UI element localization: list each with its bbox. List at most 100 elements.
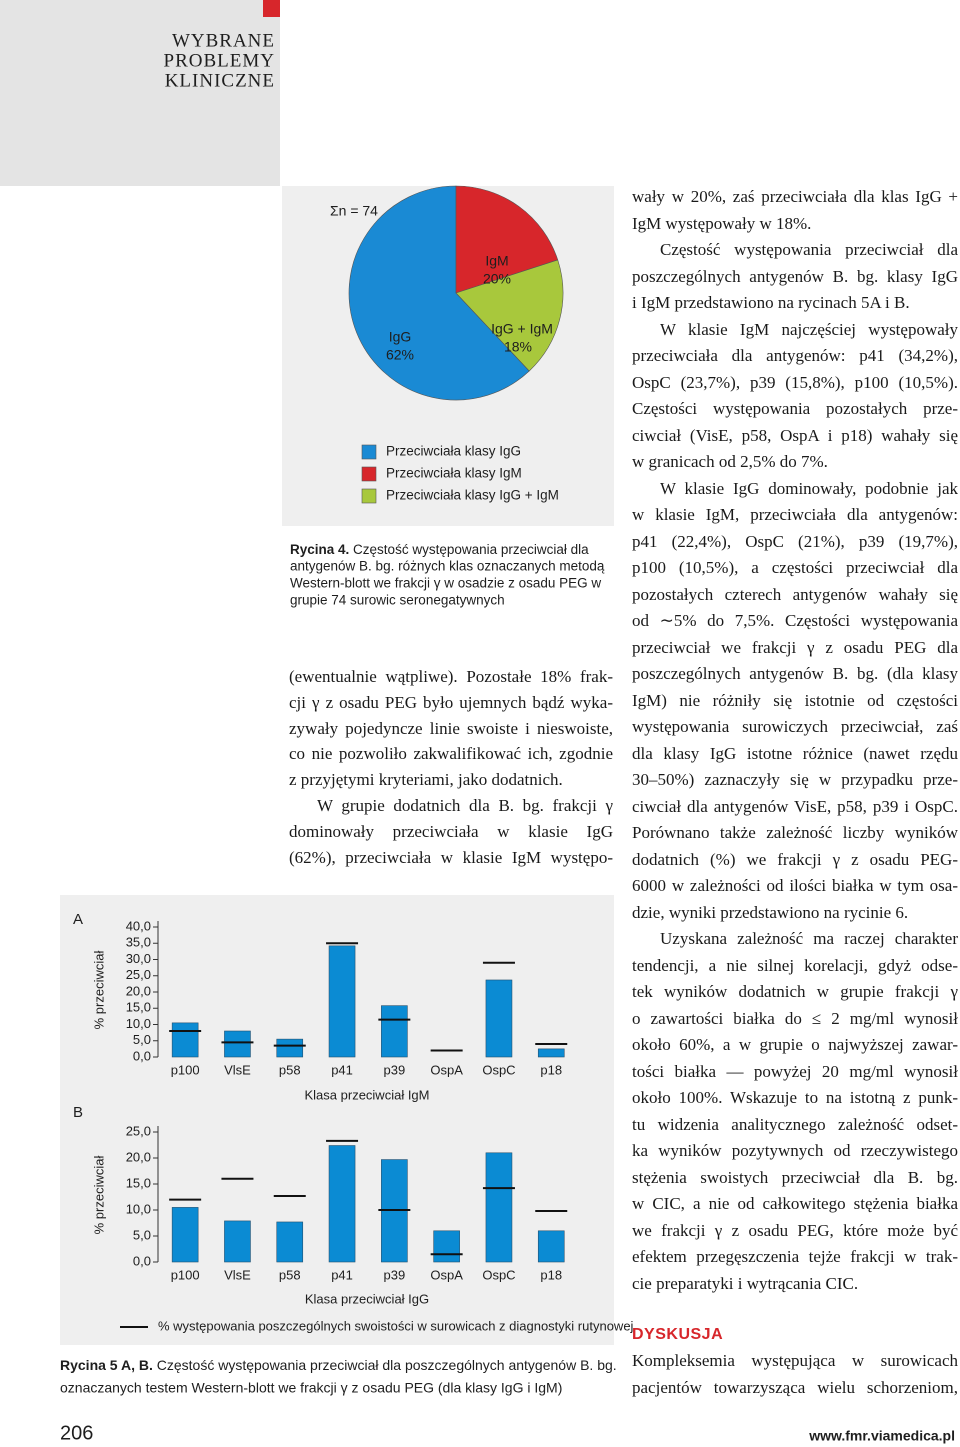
bar	[276, 1038, 304, 1058]
text-line: p100 (10,5%), a częstości przeciwciał dl…	[632, 558, 958, 577]
x-tick-label: p18	[540, 1062, 562, 1077]
y-tick-label: 40,0	[126, 918, 151, 933]
text-line: tendencji, a nie silnej korelacji, gdyż …	[632, 955, 958, 975]
x-tick-label: VlsE	[224, 1267, 251, 1282]
text-line: W grupie dodatnich dla B. bg. frakcji γ	[317, 795, 613, 815]
panel-letter: A	[73, 911, 83, 928]
text-line: (62%), przeciwciała w klasie IgM występo…	[289, 847, 613, 867]
x-tick-label: p100	[171, 1267, 200, 1282]
slice-value: 18%	[504, 339, 532, 355]
x-tick-label: p58	[279, 1062, 301, 1077]
text-line: p41 (22,4%), OspC (21%), p39 (19,7%),	[632, 531, 958, 551]
x-axis-label: Klasa przeciwciał IgG	[305, 1291, 429, 1306]
section-label: KLINICZNE	[165, 70, 275, 91]
legend-label: Przeciwciała klasy IgG + IgM	[386, 488, 559, 503]
text-section: DYSKUSJA Kompleksemia występująca w suro…	[632, 1322, 958, 1401]
text-line: wały w 20%, zaś przeciwciała dla klas Ig…	[632, 187, 958, 206]
text-line: z przyjętymi kryteriami, jako dodatnich.	[289, 770, 563, 790]
x-axis-label: Klasa przeciwciał IgM	[305, 1087, 430, 1102]
text-line: Porównano także zależność liczby wyników	[632, 823, 958, 842]
caption-line: Western-blott we frakcji γ w osadzie z o…	[290, 576, 601, 591]
pie-slice	[455, 185, 559, 294]
section-label: PROBLEMY	[164, 50, 275, 71]
text-line: we frakcji γ z osadu PEG, które może być	[632, 1220, 958, 1240]
text-line: cie preparatyki i wytrącania CIC.	[632, 1273, 859, 1293]
bar	[381, 1005, 408, 1058]
bar	[537, 1230, 565, 1263]
text-line: 6000 w zależności od ilości białka w tym…	[632, 876, 958, 895]
text-line: ka wyników pozytywnych od rzeczywistego	[632, 1141, 958, 1160]
text-line: i IgM przedstawiono na rycinach 5A i B.	[632, 293, 910, 312]
text-line: ciwciał (VisE, p58, OspA i p18) wahały s…	[632, 425, 958, 445]
x-tick-label: VlsE	[224, 1062, 251, 1077]
x-tick-label: p39	[383, 1267, 405, 1282]
text-line: pacjentów towarzysząca wielu schorzeniom…	[632, 1377, 958, 1397]
text-line: dzie, wyniki przedstawiono na rycinie 6.	[632, 902, 909, 922]
legend-swatch	[361, 444, 377, 460]
text-line: co nie pozwoliło zakwalifikować ich, zgo…	[289, 744, 613, 764]
panel-letter: B	[73, 1104, 83, 1121]
y-tick-label: 25,0	[126, 967, 151, 982]
y-tick-label: 20,0	[126, 1149, 151, 1164]
y-tick-label: 0,0	[133, 1048, 151, 1063]
text-line: tości białka — powyżej 20 mg/ml wynosił	[632, 1061, 958, 1081]
x-tick-label: p100	[171, 1062, 200, 1077]
x-tick-label: p58	[279, 1267, 301, 1282]
bar	[276, 1221, 304, 1263]
x-tick-label: OspA	[430, 1062, 463, 1077]
x-tick-label: OspC	[482, 1267, 515, 1282]
page-number: 206	[60, 1422, 93, 1444]
y-tick-label: 10,0	[126, 1201, 151, 1216]
y-tick-label: 10,0	[126, 1016, 151, 1031]
text-line: od ∼5% do 7,5%. Częstości występowania	[632, 611, 958, 630]
text-line: Uzyskana zależność ma raczej charakter	[660, 929, 958, 948]
text-line: ciwciał dla antygenów VisE, p58, p39 i O…	[632, 796, 958, 816]
pie-slice	[455, 259, 564, 372]
text-line: tek wyników dodatnich w grupie frakcji γ	[632, 982, 958, 1001]
bar	[171, 1207, 199, 1263]
figure-caption: Rycina 4. Częstość występowania przeciwc…	[290, 542, 589, 557]
caption-line: antygenów B. bg. różnych klas oznaczanyc…	[290, 559, 605, 574]
legend-label: % występowania poszczególnych swoistości…	[158, 1318, 634, 1333]
text-line: W klasie IgG dominowały, podobnie jak	[660, 478, 958, 498]
caption-line: oznaczanych testem Western-blott we frak…	[60, 1380, 562, 1396]
text-line: poszczególnych antygenów B. bg. klasy Ig…	[632, 266, 958, 286]
bar	[328, 945, 356, 1058]
text-line: 30–50%) zaznaczyły się w przypadku prze-	[632, 770, 958, 789]
text-line: Kompleksemia występująca w surowicach	[632, 1351, 958, 1370]
caption-line: Częstość występowania przeciwciał dla	[353, 542, 589, 557]
section-label: WYBRANE	[172, 30, 275, 51]
figure-caption: Rycina 5 A, B. Częstość występowania prz…	[60, 1357, 617, 1373]
x-tick-label: OspA	[430, 1267, 463, 1282]
y-tick-label: 5,0	[133, 1227, 151, 1242]
text-line: IgM występowały w 18%.	[632, 213, 812, 233]
slice-label: IgG	[389, 329, 412, 345]
bar	[485, 979, 513, 1058]
text-column: wały w 20%, zaś przeciwciała dla klas Ig…	[632, 184, 958, 1297]
slice-value: 62%	[386, 347, 414, 363]
text-line: cji γ z osadu PEG było ujemnych bądź wyk…	[289, 692, 613, 712]
y-tick-label: 5,0	[133, 1032, 151, 1047]
legend-label: Przeciwciała klasy IgM	[386, 466, 522, 481]
slice-label: IgG + IgM	[491, 321, 553, 337]
slice-label: IgM	[485, 253, 508, 269]
text-line: Częstość występowania przeciwciał dla	[660, 240, 958, 259]
text-line: około 60%, a w grupie o najwyższej zawar…	[632, 1035, 958, 1054]
bar	[537, 1048, 565, 1058]
bar	[171, 1022, 199, 1058]
y-tick-label: 30,0	[126, 951, 151, 966]
bar	[224, 1030, 251, 1058]
site-url: www.fmr.viamedica.pl	[808, 1428, 955, 1444]
caption-line: grupie 74 surowic seronegatywnych	[290, 593, 505, 608]
text-line: około 100%. Wskazuje to na istotną z pun…	[632, 1088, 958, 1107]
text-column: (ewentualnie wątpliwe). Pozostałe 18% fr…	[289, 664, 613, 870]
text-line: W klasie IgM najczęściej występowały	[660, 319, 958, 339]
y-tick-label: 0,0	[133, 1253, 151, 1268]
y-axis-label: % przeciwciał	[91, 951, 106, 1030]
text-line: w granicach od 2,5% do 7%.	[632, 452, 828, 471]
x-tick-label: p41	[331, 1062, 353, 1077]
text-line: dominowały przeciwciała w klasie IgG	[289, 821, 613, 841]
